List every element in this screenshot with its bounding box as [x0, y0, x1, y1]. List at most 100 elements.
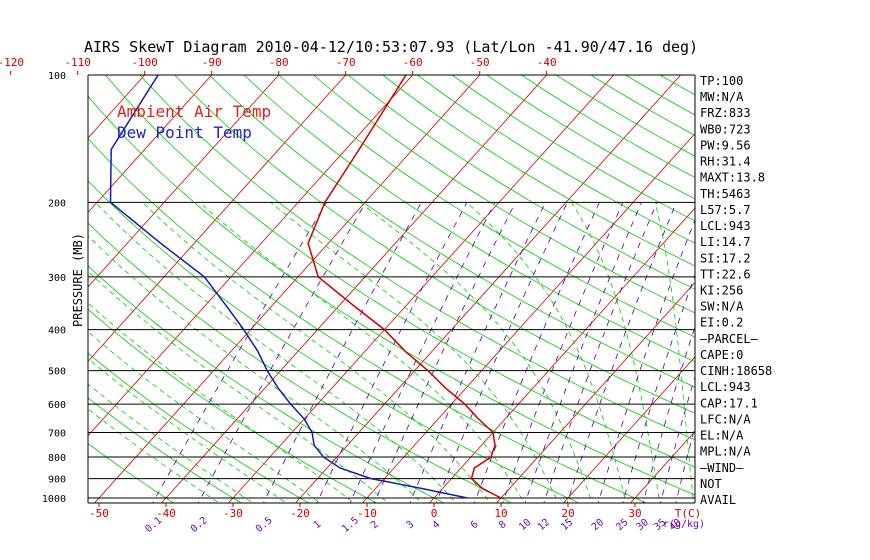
isotherm-line [495, 281, 695, 503]
mixing-ratio-line [543, 202, 658, 503]
mixing-ratio-line [473, 202, 600, 503]
index-entry: LFC:N/A [700, 412, 751, 426]
pressure-tick-label: 600 [48, 400, 66, 411]
dry-adiabat-line [88, 397, 243, 503]
index-entry: L57:5.7 [700, 203, 751, 217]
mixing-ratio-line [197, 202, 367, 503]
mixing-ratio-line [152, 202, 327, 503]
moist-adiabat-line [94, 202, 457, 503]
bottom-temp-tick-label: 20 [561, 507, 574, 520]
mixing-ratio-tick-label: 6 [469, 519, 481, 531]
mixing-ratio-tick-label: 3 [405, 519, 417, 531]
isotherm-line [88, 75, 347, 362]
index-entry: RH:31.4 [700, 155, 751, 169]
bottom-temp-tick-label: 30 [628, 507, 641, 520]
top-temp-tick-label: -120 [0, 56, 24, 69]
index-entry: SI:17.2 [700, 251, 751, 265]
mixing-ratio-line [622, 273, 695, 503]
isotherm-line [160, 75, 548, 503]
moist-adiabat-line [88, 408, 220, 503]
pressure-tick-label: 100 [48, 71, 66, 82]
dry-adiabat-line [486, 75, 695, 200]
dry-adiabat-line [312, 75, 695, 314]
mixing-ratio-line [435, 202, 568, 503]
bottom-temp-tick-label: 10 [494, 507, 507, 520]
dry-adiabat-line [88, 180, 580, 503]
bottom-temp-tick-label: 0 [431, 507, 438, 520]
index-entry: LI:14.7 [700, 235, 751, 249]
index-entry: MAXT:13.8 [700, 171, 765, 185]
dry-adiabat-line [520, 75, 695, 178]
top-temp-tick-label: -70 [336, 56, 356, 69]
index-entry: TH:5463 [700, 187, 751, 201]
index-entry: MPL:N/A [700, 445, 751, 459]
bottom-temp-tick-label: -30 [223, 507, 243, 520]
index-entry: EL:N/A [700, 429, 744, 443]
isotherm-line [93, 75, 481, 503]
moist-adiabat-line [270, 201, 559, 503]
bottom-temp-tick-label: -40 [156, 507, 176, 520]
top-temp-tick-label: -60 [403, 56, 423, 69]
bottom-temp-tick-label: -50 [89, 507, 109, 520]
mixing-ratio-line [316, 202, 468, 503]
grid-layer [0, 56, 870, 507]
isotherm-line [0, 56, 28, 507]
dry-adiabat-line [451, 75, 695, 222]
pressure-tick-label: 700 [48, 428, 66, 439]
isotherm-line [562, 356, 695, 503]
isotherm-line [361, 132, 695, 503]
dry-adiabat-line [139, 75, 695, 441]
dry-adiabat-line [208, 75, 695, 388]
moist-adiabat-line [141, 202, 491, 503]
dry-adiabat-line [382, 75, 695, 267]
moist-adiabat-line [88, 331, 321, 503]
index-entry: LCL:943 [700, 219, 751, 233]
dry-adiabat-line [88, 308, 378, 503]
moist-adiabat-line [88, 358, 288, 503]
dry-adiabat-line [278, 75, 695, 338]
index-entry: EI:0.2 [700, 316, 743, 330]
top-temp-tick-label: -110 [64, 56, 91, 69]
mixing-ratio-tick-label: 0.5 [254, 515, 275, 535]
mixing-ratio-line [263, 202, 422, 503]
legend-dew-point-temp: Dew Point Temp [117, 123, 252, 142]
index-entry: –PARCEL– [700, 332, 759, 346]
index-entry: CINH:18658 [700, 364, 772, 378]
moist-adiabat-line [466, 202, 627, 503]
dry-adiabat-line [555, 75, 695, 157]
dry-adiabat-line [104, 75, 695, 468]
bottom-temp-tick-label: -20 [290, 507, 310, 520]
dry-adiabat-line [88, 352, 310, 503]
top-temp-tick-label: -50 [470, 56, 490, 69]
isotherm-line [88, 75, 146, 139]
mixing-ratio-line [502, 202, 624, 503]
dry-adiabat-line [88, 137, 648, 503]
dry-adiabat-line [88, 443, 175, 503]
mixing-ratio-line [660, 375, 695, 503]
index-entry: MW:N/A [700, 90, 744, 104]
isotherm-line [88, 75, 213, 214]
pressure-tick-label: 500 [48, 367, 66, 378]
top-temp-tick-label: -100 [131, 56, 158, 69]
isotherm-line [428, 207, 695, 503]
isotherm-line [88, 75, 414, 437]
isotherm-line [828, 56, 870, 507]
series-layer [109, 75, 502, 499]
mixing-ratio-tick-label: 2 [369, 519, 381, 531]
mixing-ratio-tick-label: 1 [312, 519, 324, 531]
mixing-ratio-line [524, 202, 642, 503]
dry-adiabat-line [174, 75, 695, 414]
isotherm-line [227, 75, 615, 503]
mixing-ratio-tick-label: 10 [517, 517, 533, 533]
index-entry: NOT [700, 477, 722, 491]
pressure-tick-label: 400 [48, 326, 66, 337]
index-entry: FRZ:833 [700, 106, 751, 120]
dry-adiabat-line [243, 75, 695, 363]
mixing-ratio-line [675, 425, 695, 503]
top-temp-tick-label: -90 [202, 56, 222, 69]
dry-adiabat-line [88, 222, 513, 503]
mixing-ratio-line [349, 202, 496, 503]
dry-adiabat-line [694, 75, 695, 76]
